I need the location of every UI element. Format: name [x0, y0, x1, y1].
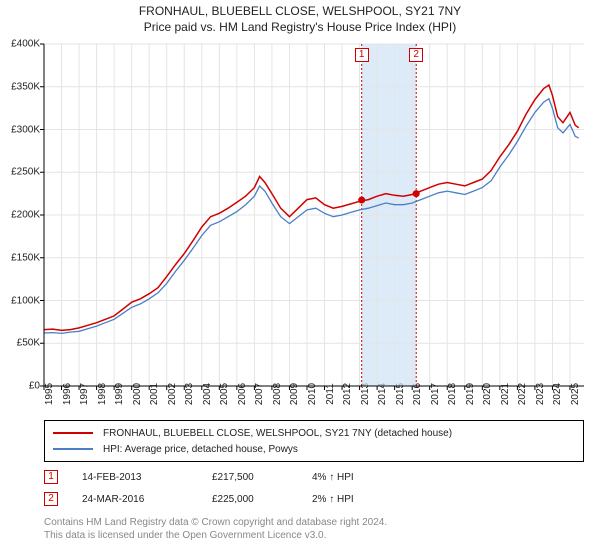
y-tick-label: £400K — [0, 39, 40, 50]
sale-marker-0: 1 — [44, 470, 58, 484]
title-sub: Price paid vs. HM Land Registry's House … — [0, 20, 600, 34]
y-tick-label: £200K — [0, 210, 40, 221]
footer-line-1: Contains HM Land Registry data © Crown c… — [44, 516, 387, 529]
sale-date-1: 24-MAR-2016 — [82, 494, 212, 505]
sale-price-0: £217,500 — [212, 472, 312, 483]
chart-marker-1: 1 — [355, 48, 369, 62]
y-tick-label: £150K — [0, 252, 40, 263]
sale-hpi-1: 2% ↑ HPI — [312, 494, 462, 505]
y-tick-label: £350K — [0, 81, 40, 92]
legend-item-1: HPI: Average price, detached house, Powy… — [53, 441, 575, 457]
chart-svg — [44, 44, 584, 386]
footer-line-2: This data is licensed under the Open Gov… — [44, 529, 387, 542]
sales-table: 1 14-FEB-2013 £217,500 4% ↑ HPI 2 24-MAR… — [44, 466, 584, 510]
y-tick-label: £250K — [0, 167, 40, 178]
sale-marker-1: 2 — [44, 492, 58, 506]
sale-row-1: 2 24-MAR-2016 £225,000 2% ↑ HPI — [44, 488, 584, 510]
chart-plot-area: 12 — [44, 44, 584, 386]
sale-row-0: 1 14-FEB-2013 £217,500 4% ↑ HPI — [44, 466, 584, 488]
legend-item-0: FRONHAUL, BLUEBELL CLOSE, WELSHPOOL, SY2… — [53, 425, 575, 441]
y-tick-label: £300K — [0, 124, 40, 135]
legend-swatch-0 — [53, 432, 93, 434]
sale-price-1: £225,000 — [212, 494, 312, 505]
title-main: FRONHAUL, BLUEBELL CLOSE, WELSHPOOL, SY2… — [0, 4, 600, 18]
title-block: FRONHAUL, BLUEBELL CLOSE, WELSHPOOL, SY2… — [0, 0, 600, 34]
y-tick-label: £0 — [0, 381, 40, 392]
legend: FRONHAUL, BLUEBELL CLOSE, WELSHPOOL, SY2… — [44, 420, 584, 462]
chart-marker-2: 2 — [409, 48, 423, 62]
sale-date-0: 14-FEB-2013 — [82, 472, 212, 483]
legend-label-0: FRONHAUL, BLUEBELL CLOSE, WELSHPOOL, SY2… — [103, 428, 452, 439]
legend-label-1: HPI: Average price, detached house, Powy… — [103, 444, 298, 455]
y-tick-label: £100K — [0, 295, 40, 306]
legend-swatch-1 — [53, 448, 93, 450]
footer: Contains HM Land Registry data © Crown c… — [44, 516, 387, 542]
chart-container: FRONHAUL, BLUEBELL CLOSE, WELSHPOOL, SY2… — [0, 0, 600, 560]
sale-hpi-0: 4% ↑ HPI — [312, 472, 462, 483]
y-tick-label: £50K — [0, 338, 40, 349]
